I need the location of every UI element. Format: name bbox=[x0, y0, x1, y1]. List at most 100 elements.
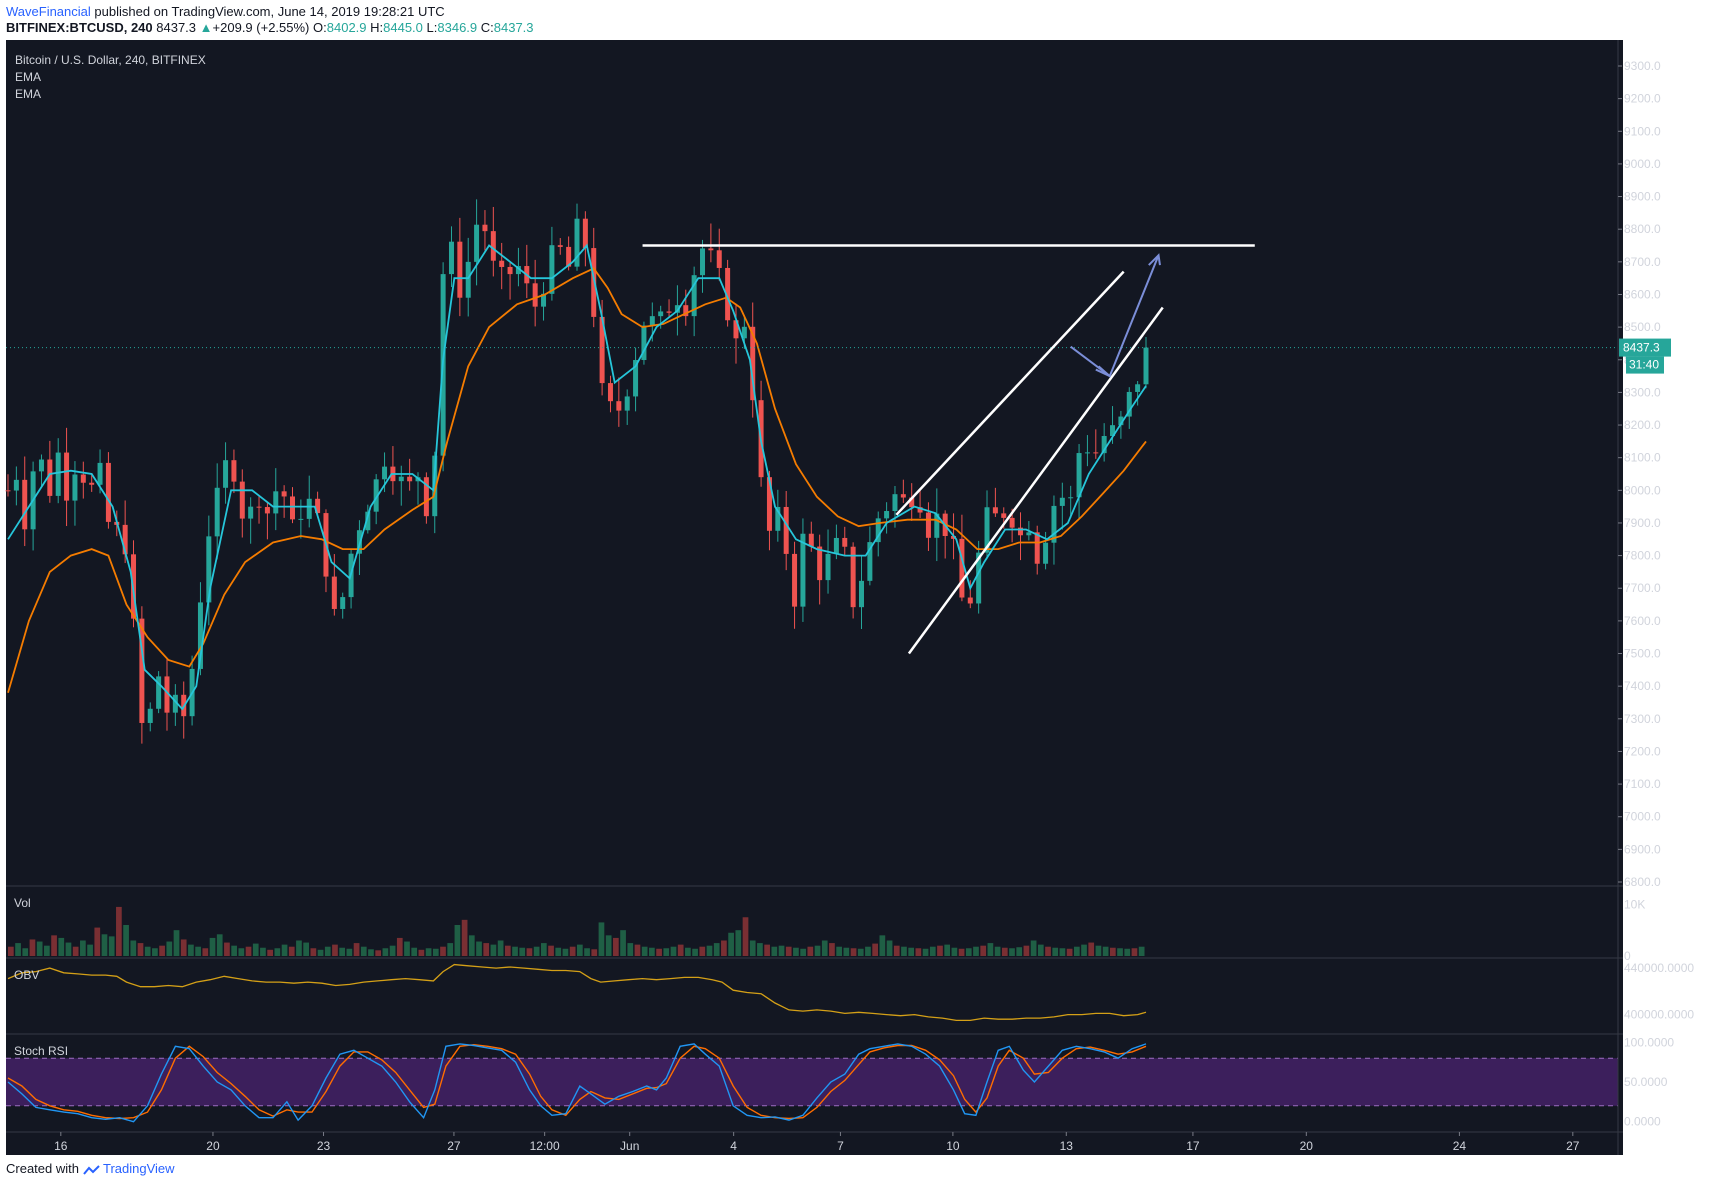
tradingview-link[interactable]: TradingView bbox=[102, 1161, 175, 1176]
volume-bar bbox=[29, 939, 36, 956]
candle-body bbox=[1093, 452, 1099, 454]
volume-bar bbox=[87, 944, 93, 956]
volume-bar bbox=[800, 948, 806, 956]
candle-body bbox=[976, 552, 982, 604]
candle-body bbox=[992, 507, 998, 514]
volume-bar bbox=[749, 940, 756, 956]
volume-bar bbox=[238, 948, 245, 956]
volume-bar bbox=[231, 945, 237, 956]
candle-body bbox=[833, 537, 839, 554]
volume-bar bbox=[951, 947, 958, 956]
ema-legend-2: EMA bbox=[15, 87, 41, 101]
last-price-badge-label: 8437.3 bbox=[1623, 341, 1660, 355]
candle-body bbox=[231, 460, 237, 482]
price-tick-label: 7000.0 bbox=[1624, 810, 1661, 824]
volume-bar bbox=[1016, 947, 1023, 956]
arrow-head-up bbox=[1148, 253, 1161, 266]
time-tick-label: 20 bbox=[1300, 1139, 1314, 1153]
volume-bar bbox=[929, 946, 936, 956]
candle-body bbox=[5, 490, 11, 492]
volume-bar bbox=[281, 944, 288, 956]
candle-body bbox=[97, 462, 103, 485]
volume-bar bbox=[958, 948, 965, 956]
candle-body bbox=[365, 511, 371, 531]
stoch-rsi-legend: Stoch RSI bbox=[14, 1044, 68, 1058]
price-tick-label: 7100.0 bbox=[1624, 777, 1661, 791]
symbol-label: BITFINEX:BTCUSD, 240 bbox=[6, 20, 153, 35]
candle-body bbox=[925, 512, 931, 538]
channel-upper-line bbox=[895, 270, 1125, 516]
candle-body bbox=[708, 248, 714, 251]
volume-bar bbox=[540, 943, 547, 956]
candle-body bbox=[900, 494, 906, 498]
volume-bar bbox=[879, 935, 886, 956]
obv-pane[interactable] bbox=[7, 963, 1147, 1022]
drawings bbox=[642, 244, 1255, 655]
candle-body bbox=[683, 305, 689, 317]
candle-body bbox=[64, 452, 70, 501]
chart-title: Bitcoin / U.S. Dollar, 240, BITFINEX bbox=[15, 53, 206, 67]
volume-bar bbox=[80, 940, 86, 956]
volume-bar bbox=[209, 937, 216, 956]
time-tick-label: Jun bbox=[620, 1139, 639, 1153]
volume-bar bbox=[22, 948, 29, 956]
candle-body bbox=[407, 476, 413, 482]
volume-bar bbox=[519, 947, 526, 956]
volume-pane[interactable] bbox=[8, 906, 1145, 956]
volume-bar bbox=[324, 946, 331, 956]
volume-bar bbox=[123, 925, 129, 956]
volume-bar bbox=[36, 941, 43, 956]
volume-bar bbox=[591, 949, 598, 956]
candle-body bbox=[1110, 425, 1116, 437]
candles bbox=[5, 199, 1149, 744]
candle-body bbox=[541, 293, 547, 307]
candle-body bbox=[909, 497, 915, 508]
stoch-tick-label: 100.0000 bbox=[1624, 1035, 1674, 1049]
volume-bar bbox=[274, 948, 281, 956]
volume-bar bbox=[260, 947, 266, 956]
volume-bar bbox=[101, 934, 108, 956]
candle-body bbox=[239, 481, 245, 519]
price-tick-label: 8100.0 bbox=[1624, 451, 1661, 465]
volume-bar bbox=[807, 946, 814, 956]
candle-body bbox=[1043, 542, 1049, 564]
time-tick-label: 7 bbox=[837, 1139, 844, 1153]
volume-bar bbox=[987, 943, 994, 956]
stoch-rsi-pane[interactable] bbox=[6, 1043, 1618, 1123]
price-tick-label: 9000.0 bbox=[1624, 157, 1661, 171]
ohlc-line: BITFINEX:BTCUSD, 240 8437.3 ▲+209.9 (+2.… bbox=[6, 20, 534, 36]
volume-bar bbox=[620, 930, 626, 956]
candle-body bbox=[741, 326, 747, 339]
price-tick-label: 8200.0 bbox=[1624, 418, 1661, 432]
price-tick-label: 7800.0 bbox=[1624, 549, 1661, 563]
volume-bar bbox=[713, 943, 720, 956]
volume-bar bbox=[757, 943, 763, 956]
volume-bar bbox=[850, 948, 857, 956]
candle-body bbox=[1068, 497, 1074, 499]
price-tick-label: 8000.0 bbox=[1624, 483, 1661, 497]
author-link[interactable]: WaveFinancial bbox=[6, 4, 91, 19]
stoch-k-line bbox=[7, 1043, 1147, 1123]
stoch-tick-label: 50.0000 bbox=[1624, 1075, 1668, 1089]
volume-bar bbox=[65, 942, 72, 956]
candle-body bbox=[725, 267, 731, 321]
chart-header: WaveFinancial published on TradingView.c… bbox=[6, 4, 534, 36]
volume-bar bbox=[641, 946, 648, 956]
volume-bar bbox=[245, 946, 252, 956]
candle-body bbox=[382, 466, 388, 480]
volume-bar bbox=[51, 935, 57, 956]
candle-body bbox=[649, 316, 655, 326]
volume-bar bbox=[1037, 944, 1044, 956]
volume-bar bbox=[461, 919, 468, 956]
time-tick-label: 17 bbox=[1186, 1139, 1200, 1153]
candle-body bbox=[792, 553, 798, 607]
volume-bar bbox=[1109, 947, 1116, 956]
volume-bar bbox=[1088, 942, 1095, 956]
stoch-d-line bbox=[7, 1043, 1147, 1120]
volume-bar bbox=[836, 946, 842, 956]
volume-bar bbox=[425, 948, 432, 956]
main-pane[interactable] bbox=[5, 199, 1619, 744]
candle-body bbox=[817, 546, 823, 581]
up-arrow-icon: ▲ bbox=[199, 20, 213, 35]
